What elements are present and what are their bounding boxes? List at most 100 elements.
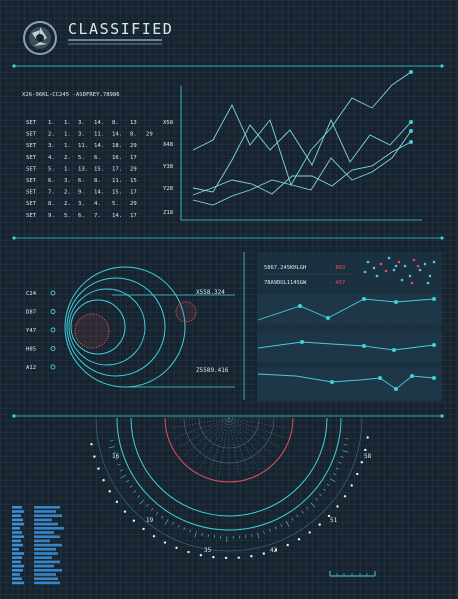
- y-axis-label: X58: [163, 120, 174, 126]
- series-end-point: [409, 140, 413, 144]
- scatter-point: [387, 256, 391, 260]
- gauge-dot: [274, 548, 278, 552]
- bar-segment: [34, 577, 58, 580]
- radar-indicator-dot: [50, 364, 56, 370]
- table-cell: 8.: [112, 120, 119, 126]
- scatter-point: [418, 268, 422, 272]
- table-cell: 1.: [64, 120, 71, 126]
- table-cell: SET: [26, 213, 37, 219]
- bar-segment: [34, 510, 56, 513]
- bar-segment: [34, 581, 60, 585]
- red-marker-zone: [175, 301, 197, 323]
- gauge-dot: [350, 484, 353, 487]
- gauge-dot: [132, 519, 136, 522]
- table-cell: 6.: [48, 178, 55, 184]
- bar-segment: [34, 552, 58, 555]
- table-cell: 1.: [64, 166, 71, 172]
- gauge-dot: [318, 523, 321, 526]
- radar-target: [64, 266, 235, 388]
- table-cell: 3.: [48, 143, 55, 149]
- table-cell: 6.: [78, 178, 85, 184]
- table-cell: 3.: [64, 178, 71, 184]
- bar-segment: [34, 548, 56, 551]
- gauge-dot: [327, 514, 331, 518]
- scatter-point: [423, 262, 427, 266]
- bar-segment: [12, 569, 23, 572]
- table-cell: 9.: [48, 213, 55, 219]
- table-cell: 14.: [94, 143, 104, 149]
- bar-segment: [34, 518, 52, 522]
- table-cell: 5.: [78, 155, 85, 161]
- radar-indicator-dot: [50, 309, 56, 314]
- gauge-number: 16: [112, 453, 120, 460]
- mini-line-2: [257, 332, 442, 362]
- bar-segment: [12, 548, 19, 551]
- gauge-dot: [286, 543, 289, 547]
- data-code: X26-96KL-CC245 -ASDFREY.78986: [22, 92, 120, 98]
- table-cell: 16.: [112, 155, 122, 161]
- table-cell: 3.: [78, 132, 85, 138]
- bar-segment: [12, 573, 20, 576]
- series-end-point: [409, 129, 413, 133]
- y-axis-label: X48: [163, 142, 174, 148]
- gauge-dot: [115, 500, 119, 504]
- data-table: SET 1. 1. 3. 14. 8. 13 SET 2. 1. 3. 11. 14. 8. 29 SET 3.…: [26, 120, 153, 219]
- table-cell: 29: [130, 143, 137, 149]
- table-cell: 29: [130, 166, 137, 172]
- line-chart: X58 X48 Y38 Y28 Z18: [163, 70, 422, 221]
- bar-segment: [34, 560, 60, 564]
- radar-label: H85: [26, 347, 36, 353]
- scatter-point: [363, 270, 367, 274]
- table-cell: 5.: [48, 166, 55, 172]
- page-title: CLASSIFIED: [68, 20, 173, 38]
- stat-label-1: 5867.245KHLGH: [264, 265, 306, 271]
- bar-segment: [34, 539, 50, 543]
- table-cell: 6.: [94, 155, 101, 161]
- table-cell: 13.: [78, 166, 88, 172]
- gauge-dot: [163, 541, 167, 544]
- table-cell: 4.: [94, 201, 101, 207]
- mini-line-1: [257, 294, 442, 324]
- table-cell: 8.: [130, 132, 137, 138]
- bar-segment: [34, 573, 56, 576]
- stat-value-2: - 457: [329, 280, 345, 286]
- gauge-dot: [308, 531, 311, 534]
- gauge-dot: [237, 556, 240, 559]
- table-cell: SET: [26, 190, 37, 196]
- table-cell: 5.: [112, 201, 119, 207]
- table-cell: SET: [26, 201, 37, 207]
- radar-label: C24: [26, 291, 37, 297]
- table-cell: 15.: [94, 166, 104, 172]
- table-cell: 2.: [64, 201, 71, 207]
- gauge-dot: [366, 436, 369, 439]
- bar-segment: [12, 552, 24, 555]
- table-cell: SET: [26, 166, 37, 172]
- bar-segment: [12, 527, 20, 530]
- bar-segment: [12, 564, 24, 568]
- gauge-dot: [356, 472, 359, 476]
- gauge-dot: [152, 535, 156, 538]
- bar-segment: [12, 531, 22, 534]
- bar-indicator-panel: [12, 506, 64, 585]
- table-cell: 8.: [94, 178, 101, 184]
- bar-segment: [12, 556, 22, 559]
- radar-indicator-dot: [50, 327, 56, 333]
- scatter-point: [394, 264, 398, 268]
- radar-indicator-dot: [50, 346, 56, 351]
- gauge-dot: [336, 505, 339, 508]
- bar-segment: [34, 531, 54, 534]
- table-cell: 11.: [112, 178, 122, 184]
- bar-segment: [12, 514, 21, 517]
- gauge-dot: [199, 553, 203, 557]
- table-cell: 18.: [112, 143, 122, 149]
- gauge-number: 19: [146, 517, 154, 524]
- scatter-point: [375, 274, 379, 278]
- y-axis-label: Y28: [163, 186, 174, 192]
- gauge-dot: [360, 460, 364, 464]
- table-cell: 17.: [112, 166, 122, 172]
- scatter-point: [392, 268, 396, 272]
- gauge-dot: [224, 556, 228, 560]
- gauge-dot: [343, 495, 347, 498]
- bar-segment: [12, 577, 22, 580]
